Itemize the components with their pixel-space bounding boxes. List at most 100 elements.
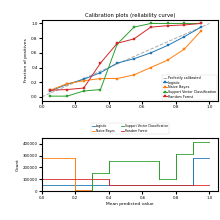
Support Vector Classification [57, 189, 60, 192]
Naive Bayes [91, 189, 94, 192]
Logistic [108, 183, 110, 186]
Naive Bayes [116, 77, 119, 80]
Random Forest [82, 87, 85, 89]
Random Forest [166, 24, 169, 27]
Support Vector Classification [200, 22, 202, 25]
Random Forest [40, 178, 43, 181]
Logistic [82, 78, 85, 81]
Support Vector Classification [175, 153, 177, 156]
Support Vector Classification [175, 178, 177, 181]
Random Forest [108, 178, 110, 181]
Support Vector Classification [141, 160, 144, 163]
Naive Bayes [74, 189, 77, 192]
Random Forest [191, 183, 194, 186]
Logistic [183, 35, 186, 38]
Naive Bayes [57, 157, 60, 159]
Logistic [108, 183, 110, 186]
Line: Support Vector Classification: Support Vector Classification [49, 22, 202, 97]
Line: Support Vector Classification: Support Vector Classification [42, 142, 209, 191]
Logistic [49, 90, 51, 92]
Random Forest [149, 26, 152, 28]
Logistic [91, 183, 94, 186]
Logistic [141, 183, 144, 186]
Support Vector Classification [208, 140, 211, 143]
Line: Naive Bayes: Naive Bayes [42, 158, 209, 191]
Line: Logistic: Logistic [49, 26, 202, 92]
Naive Bayes [149, 66, 152, 69]
Legend: Logistic, Naive Bayes, Support Vector Classification, Random Forest: Logistic, Naive Bayes, Support Vector Cl… [91, 123, 169, 134]
Logistic [158, 183, 160, 186]
Support Vector Classification [108, 160, 110, 163]
Random Forest [91, 178, 94, 181]
Naive Bayes [141, 189, 144, 192]
Title: Calibration plots (reliability curve): Calibration plots (reliability curve) [84, 13, 175, 18]
Random Forest [124, 183, 127, 186]
Naive Bayes [82, 79, 85, 82]
Logistic [74, 183, 77, 186]
Line: Random Forest: Random Forest [42, 180, 209, 185]
Naive Bayes [158, 189, 160, 192]
Naive Bayes [141, 189, 144, 192]
Naive Bayes [166, 59, 169, 62]
Support Vector Classification [116, 43, 119, 45]
Random Forest [99, 62, 102, 64]
Naive Bayes [175, 189, 177, 192]
Random Forest [91, 178, 94, 181]
Naive Bayes [158, 189, 160, 192]
Y-axis label: Count: Count [16, 158, 20, 171]
Support Vector Classification [124, 160, 127, 163]
Naive Bayes [124, 189, 127, 192]
Support Vector Classification [149, 22, 152, 25]
Naive Bayes [175, 189, 177, 192]
Support Vector Classification [158, 178, 160, 181]
Support Vector Classification [183, 22, 186, 25]
Logistic [175, 183, 177, 186]
Logistic [40, 183, 43, 186]
Random Forest [141, 183, 144, 186]
Naive Bayes [91, 189, 94, 192]
Support Vector Classification [49, 95, 51, 97]
Line: Logistic: Logistic [42, 158, 209, 185]
Random Forest [124, 183, 127, 186]
Support Vector Classification [124, 160, 127, 163]
Logistic [200, 26, 202, 28]
Naive Bayes [200, 29, 202, 32]
Support Vector Classification [66, 95, 68, 97]
Random Forest [74, 178, 77, 181]
Logistic [133, 57, 135, 60]
Logistic [208, 157, 211, 159]
Random Forest [175, 183, 177, 186]
Naive Bayes [40, 157, 43, 159]
Support Vector Classification [141, 160, 144, 163]
Logistic [149, 51, 152, 54]
Logistic [124, 183, 127, 186]
Random Forest [57, 178, 60, 181]
Support Vector Classification [82, 90, 85, 92]
Random Forest [133, 38, 135, 40]
Line: Random Forest: Random Forest [49, 22, 202, 92]
Support Vector Classification [57, 189, 60, 192]
Logistic [191, 183, 194, 186]
Logistic [91, 183, 94, 186]
Naive Bayes [99, 77, 102, 80]
Naive Bayes [74, 157, 77, 159]
Legend: Perfectly calibrated, Logistic, Naive Bayes, Support Vector Classification, Rand: Perfectly calibrated, Logistic, Naive Ba… [161, 75, 217, 100]
Naive Bayes [57, 157, 60, 159]
Random Forest [74, 178, 77, 181]
Naive Bayes [183, 48, 186, 50]
Logistic [116, 62, 119, 64]
Naive Bayes [124, 189, 127, 192]
Support Vector Classification [158, 160, 160, 163]
Random Forest [141, 183, 144, 186]
Logistic [124, 183, 127, 186]
Naive Bayes [191, 189, 194, 192]
Line: Naive Bayes: Naive Bayes [49, 29, 202, 92]
Support Vector Classification [108, 172, 110, 175]
Logistic [175, 183, 177, 186]
Support Vector Classification [133, 26, 135, 28]
Support Vector Classification [74, 189, 77, 192]
Naive Bayes [191, 189, 194, 192]
Random Forest [200, 22, 202, 25]
X-axis label: Mean predicted value: Mean predicted value [106, 202, 154, 206]
Support Vector Classification [191, 140, 194, 143]
